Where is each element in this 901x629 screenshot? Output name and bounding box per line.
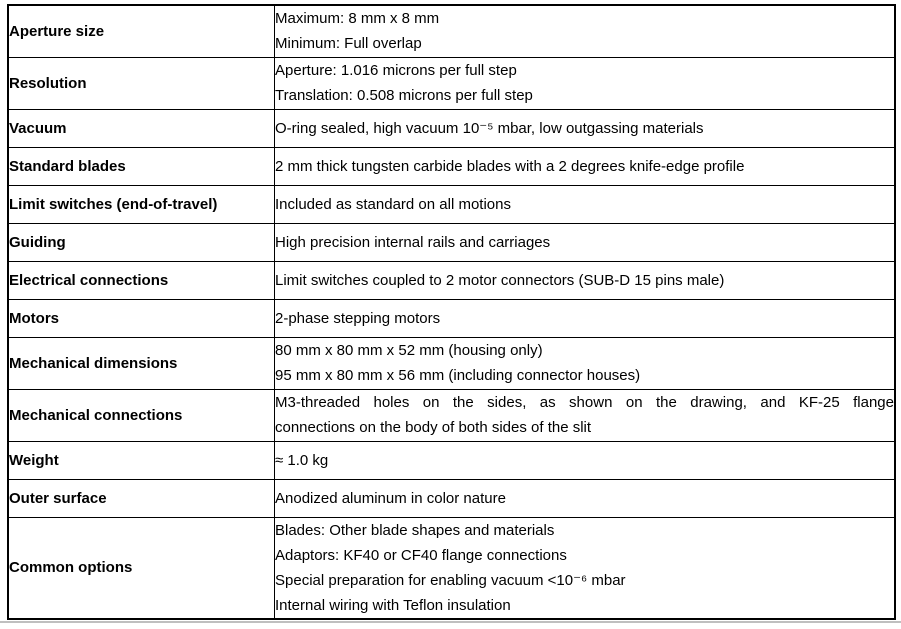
spec-value-line: Included as standard on all motions [275, 195, 511, 213]
table-row-electrical-connections: Electrical connections Limit switches co… [7, 260, 896, 300]
spec-value-line: Aperture: 1.016 microns per full step [275, 62, 517, 79]
spec-label-mechanical-connections: Mechanical connections [7, 388, 275, 442]
spec-value-line: ≈ 1.0 kg [275, 451, 329, 469]
table-row-mechanical-connections: Mechanical connections M3-threaded holes… [7, 388, 896, 442]
spec-value-mechanical-dimensions: 80 mm x 80 mm x 52 mm (housing only) 95 … [274, 336, 896, 390]
spec-label-mechanical-dimensions: Mechanical dimensions [7, 336, 275, 390]
spec-value-line: High precision internal rails and carria… [275, 233, 551, 251]
table-row-guiding: Guiding High precision internal rails an… [7, 222, 896, 262]
spec-value-line: Internal wiring with Teflon insulation [275, 596, 511, 614]
spec-label-vacuum: Vacuum [7, 108, 275, 148]
table-row-weight: Weight ≈ 1.0 kg [7, 440, 896, 480]
spec-value-guiding: High precision internal rails and carria… [274, 222, 896, 262]
page-divider-rule [0, 621, 901, 623]
spec-value-standard-blades: 2 mm thick tungsten carbide blades with … [274, 146, 896, 186]
spec-value-weight: ≈ 1.0 kg [274, 440, 896, 480]
table-row-standard-blades: Standard blades 2 mm thick tungsten carb… [7, 146, 896, 186]
spec-value-vacuum: O-ring sealed, high vacuum 10⁻⁵ mbar, lo… [274, 108, 896, 148]
table-row-motors: Motors 2-phase stepping motors [7, 298, 896, 338]
specification-table: Aperture size Maximum: 8 mm x 8 mm Minim… [7, 4, 896, 620]
table-row-outer-surface: Outer surface Anodized aluminum in color… [7, 478, 896, 518]
specification-table-body: Aperture size Maximum: 8 mm x 8 mm Minim… [7, 4, 896, 619]
spec-label-resolution: Resolution [7, 56, 275, 110]
spec-value-limit-switches: Included as standard on all motions [274, 184, 896, 224]
spec-label-weight: Weight [7, 440, 275, 480]
spec-label-common-options: Common options [7, 516, 275, 619]
spec-value-line: O-ring sealed, high vacuum 10⁻⁵ mbar, lo… [275, 119, 704, 137]
table-row-common-options: Common options Blades: Other blade shape… [7, 516, 896, 619]
table-row-aperture-size: Aperture size Maximum: 8 mm x 8 mm Minim… [7, 4, 896, 58]
spec-value-line: 2-phase stepping motors [275, 309, 441, 327]
spec-value-line: Blades: Other blade shapes and materials [275, 521, 555, 539]
spec-value-common-options: Blades: Other blade shapes and materials… [274, 516, 896, 619]
spec-value-outer-surface: Anodized aluminum in color nature [274, 478, 896, 518]
spec-value-electrical-connections: Limit switches coupled to 2 motor connec… [274, 260, 896, 300]
spec-label-guiding: Guiding [7, 222, 275, 262]
spec-value-line: Special preparation for enabling vacuum … [275, 571, 626, 589]
spec-value-line: M3-threaded holes on the sides, as shown… [275, 394, 894, 411]
spec-label-standard-blades: Standard blades [7, 146, 275, 186]
spec-value-line: Adaptors: KF40 or CF40 flange connection… [275, 546, 567, 564]
spec-label-limit-switches: Limit switches (end-of-travel) [7, 184, 275, 224]
table-row-limit-switches: Limit switches (end-of-travel) Included … [7, 184, 896, 224]
table-row-resolution: Resolution Aperture: 1.016 microns per f… [7, 56, 896, 110]
spec-value-line: Anodized aluminum in color nature [275, 489, 506, 507]
spec-label-electrical-connections: Electrical connections [7, 260, 275, 300]
table-row-vacuum: Vacuum O-ring sealed, high vacuum 10⁻⁵ m… [7, 108, 896, 148]
spec-value-motors: 2-phase stepping motors [274, 298, 896, 338]
spec-label-aperture-size: Aperture size [7, 4, 275, 58]
spec-value-aperture-size: Maximum: 8 mm x 8 mm Minimum: Full overl… [274, 4, 896, 58]
spec-value-line: 95 mm x 80 mm x 56 mm (including connect… [275, 367, 641, 384]
spec-value-line: connections on the body of both sides of… [275, 419, 592, 436]
spec-value-resolution: Aperture: 1.016 microns per full step Tr… [274, 56, 896, 110]
spec-value-line: Translation: 0.508 microns per full step [275, 87, 533, 104]
spec-label-outer-surface: Outer surface [7, 478, 275, 518]
spec-label-motors: Motors [7, 298, 275, 338]
table-row-mechanical-dimensions: Mechanical dimensions 80 mm x 80 mm x 52… [7, 336, 896, 390]
spec-value-line: 80 mm x 80 mm x 52 mm (housing only) [275, 342, 543, 359]
spec-value-line: Minimum: Full overlap [275, 35, 422, 53]
spec-value-line: 2 mm thick tungsten carbide blades with … [275, 157, 745, 175]
spec-value-line: Limit switches coupled to 2 motor connec… [275, 271, 725, 289]
spec-value-mechanical-connections: M3-threaded holes on the sides, as shown… [274, 388, 896, 442]
spec-value-line: Maximum: 8 mm x 8 mm [275, 10, 440, 28]
